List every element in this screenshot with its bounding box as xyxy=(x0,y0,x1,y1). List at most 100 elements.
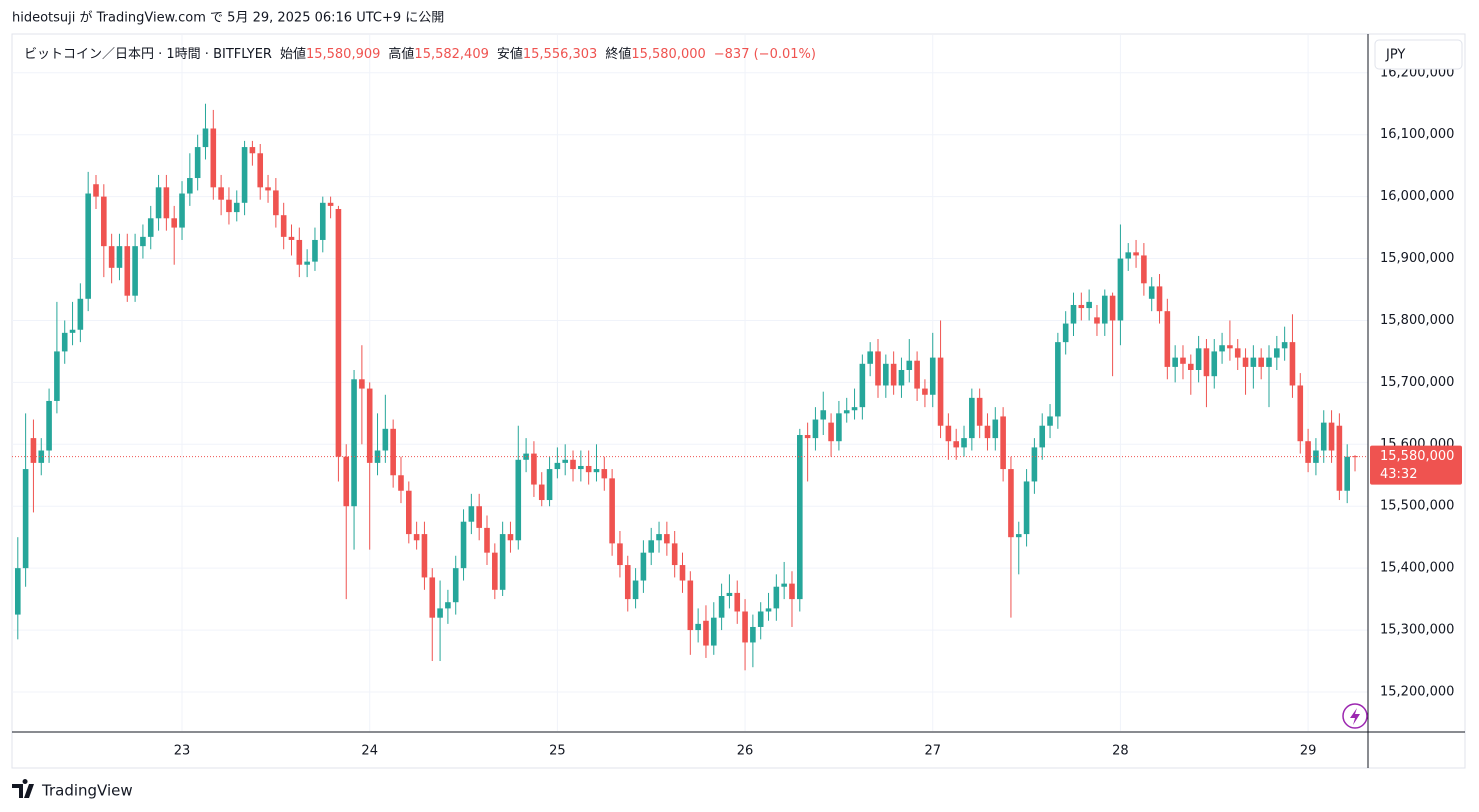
candle-body xyxy=(969,397,975,439)
candle-body xyxy=(679,565,686,581)
candle-body xyxy=(241,147,248,203)
countdown: 43:32 xyxy=(1380,467,1417,482)
candle-body xyxy=(726,592,733,597)
candle-body xyxy=(1195,348,1202,370)
candle-body xyxy=(554,462,561,470)
candle-body xyxy=(233,202,240,213)
candle-body xyxy=(304,261,310,265)
candle-body xyxy=(1133,252,1139,256)
candle-body xyxy=(421,534,428,578)
candle-body xyxy=(1039,425,1046,448)
candle-body xyxy=(61,332,68,352)
ohlc-legend: ビットコイン／日本円 · 1時間 · BITFLYER 始値15,580,909 高… xyxy=(24,46,816,62)
candle-body xyxy=(953,441,959,448)
candle-body xyxy=(546,469,553,501)
candle-body xyxy=(710,617,717,646)
candle-body xyxy=(265,187,271,191)
y-tick-label: 15,500,000 xyxy=(1380,499,1454,514)
candle-body xyxy=(562,459,568,463)
brand: TradingView xyxy=(41,782,133,800)
candle-body xyxy=(499,534,506,590)
candle-body xyxy=(851,407,858,411)
candle-body xyxy=(750,626,756,643)
candle-body xyxy=(429,577,436,618)
candle-body xyxy=(656,534,662,541)
candle-body xyxy=(617,543,623,566)
legend-label: 終値 xyxy=(605,46,631,62)
candle-body xyxy=(992,419,999,439)
candle-body xyxy=(1266,357,1272,367)
candle-body xyxy=(1281,342,1288,349)
candle-body xyxy=(288,236,295,240)
candle-body xyxy=(929,357,936,395)
candle-body xyxy=(961,438,967,448)
candle-body xyxy=(140,236,146,247)
candle-body xyxy=(93,184,99,197)
candle-body xyxy=(335,209,342,457)
candle-body xyxy=(945,425,952,442)
y-tick-label: 15,800,000 xyxy=(1380,313,1454,328)
candle-body xyxy=(984,425,991,439)
candle-body xyxy=(718,596,725,618)
candle-body xyxy=(507,534,514,541)
candle-body xyxy=(812,419,819,439)
candle-body xyxy=(1305,441,1311,463)
candle-body xyxy=(155,187,162,219)
candle-body xyxy=(1320,422,1327,451)
legend-value: 15,580,000 xyxy=(631,47,705,62)
candle-body xyxy=(359,379,365,389)
currency[interactable]: JPY xyxy=(1385,48,1405,63)
axes: 15,200,000 15,300,000 15,400,000 15,500,000… xyxy=(174,65,1455,758)
candle-body xyxy=(1109,295,1116,321)
candle-body xyxy=(1062,323,1069,343)
candle-body xyxy=(327,202,334,206)
x-tick-label: 27 xyxy=(924,744,941,759)
candle-body xyxy=(101,196,107,247)
candle-body xyxy=(1015,534,1022,538)
candle-body xyxy=(398,475,404,491)
last-price: 15,580,000 43:32 xyxy=(12,445,1462,485)
candle-body xyxy=(171,218,177,228)
x-tick-label: 28 xyxy=(1112,744,1129,759)
currency-button[interactable] xyxy=(1374,39,1463,70)
candle-body xyxy=(374,450,381,463)
candle-body xyxy=(898,369,905,386)
y-tick-label: 15,700,000 xyxy=(1380,375,1454,390)
candle-body xyxy=(867,351,873,364)
candle-body xyxy=(218,187,224,200)
candle-body xyxy=(280,215,287,237)
candle-body xyxy=(226,199,232,213)
candle-body xyxy=(1297,385,1304,442)
candle-body xyxy=(1164,311,1171,367)
candle-body xyxy=(1148,286,1155,299)
candle-body xyxy=(914,360,920,389)
candle-body xyxy=(538,484,545,501)
legend-label: 高値 xyxy=(388,46,414,62)
candle-body xyxy=(1289,342,1296,386)
candle-body xyxy=(765,608,772,612)
candle-body xyxy=(1328,422,1335,451)
candle-body xyxy=(1125,252,1132,259)
candle-body xyxy=(1031,447,1038,482)
candle-body xyxy=(249,147,256,154)
candle-body xyxy=(1227,345,1233,349)
legend-label: 安値 xyxy=(497,46,523,62)
candle-body xyxy=(593,469,600,473)
candle-body xyxy=(1313,450,1319,463)
candle-body xyxy=(194,147,201,179)
y-tick-label: 15,300,000 xyxy=(1380,623,1454,638)
candle-body xyxy=(773,586,780,609)
symbol-title: ビットコイン／日本円 · 1時間 · BITFLYER xyxy=(24,47,272,62)
candle-body xyxy=(789,583,795,600)
candle-body xyxy=(69,329,76,333)
candle-body xyxy=(922,388,928,395)
candle-body xyxy=(1023,481,1030,535)
last-price-label: 15,580,000 xyxy=(1380,449,1454,464)
candle-body xyxy=(1258,357,1264,367)
candle-body xyxy=(108,246,115,268)
candle-body xyxy=(452,568,459,603)
x-tick-label: 25 xyxy=(549,744,566,759)
candle-body xyxy=(116,246,123,268)
candle-body xyxy=(1211,351,1218,377)
candle-body xyxy=(187,178,193,194)
